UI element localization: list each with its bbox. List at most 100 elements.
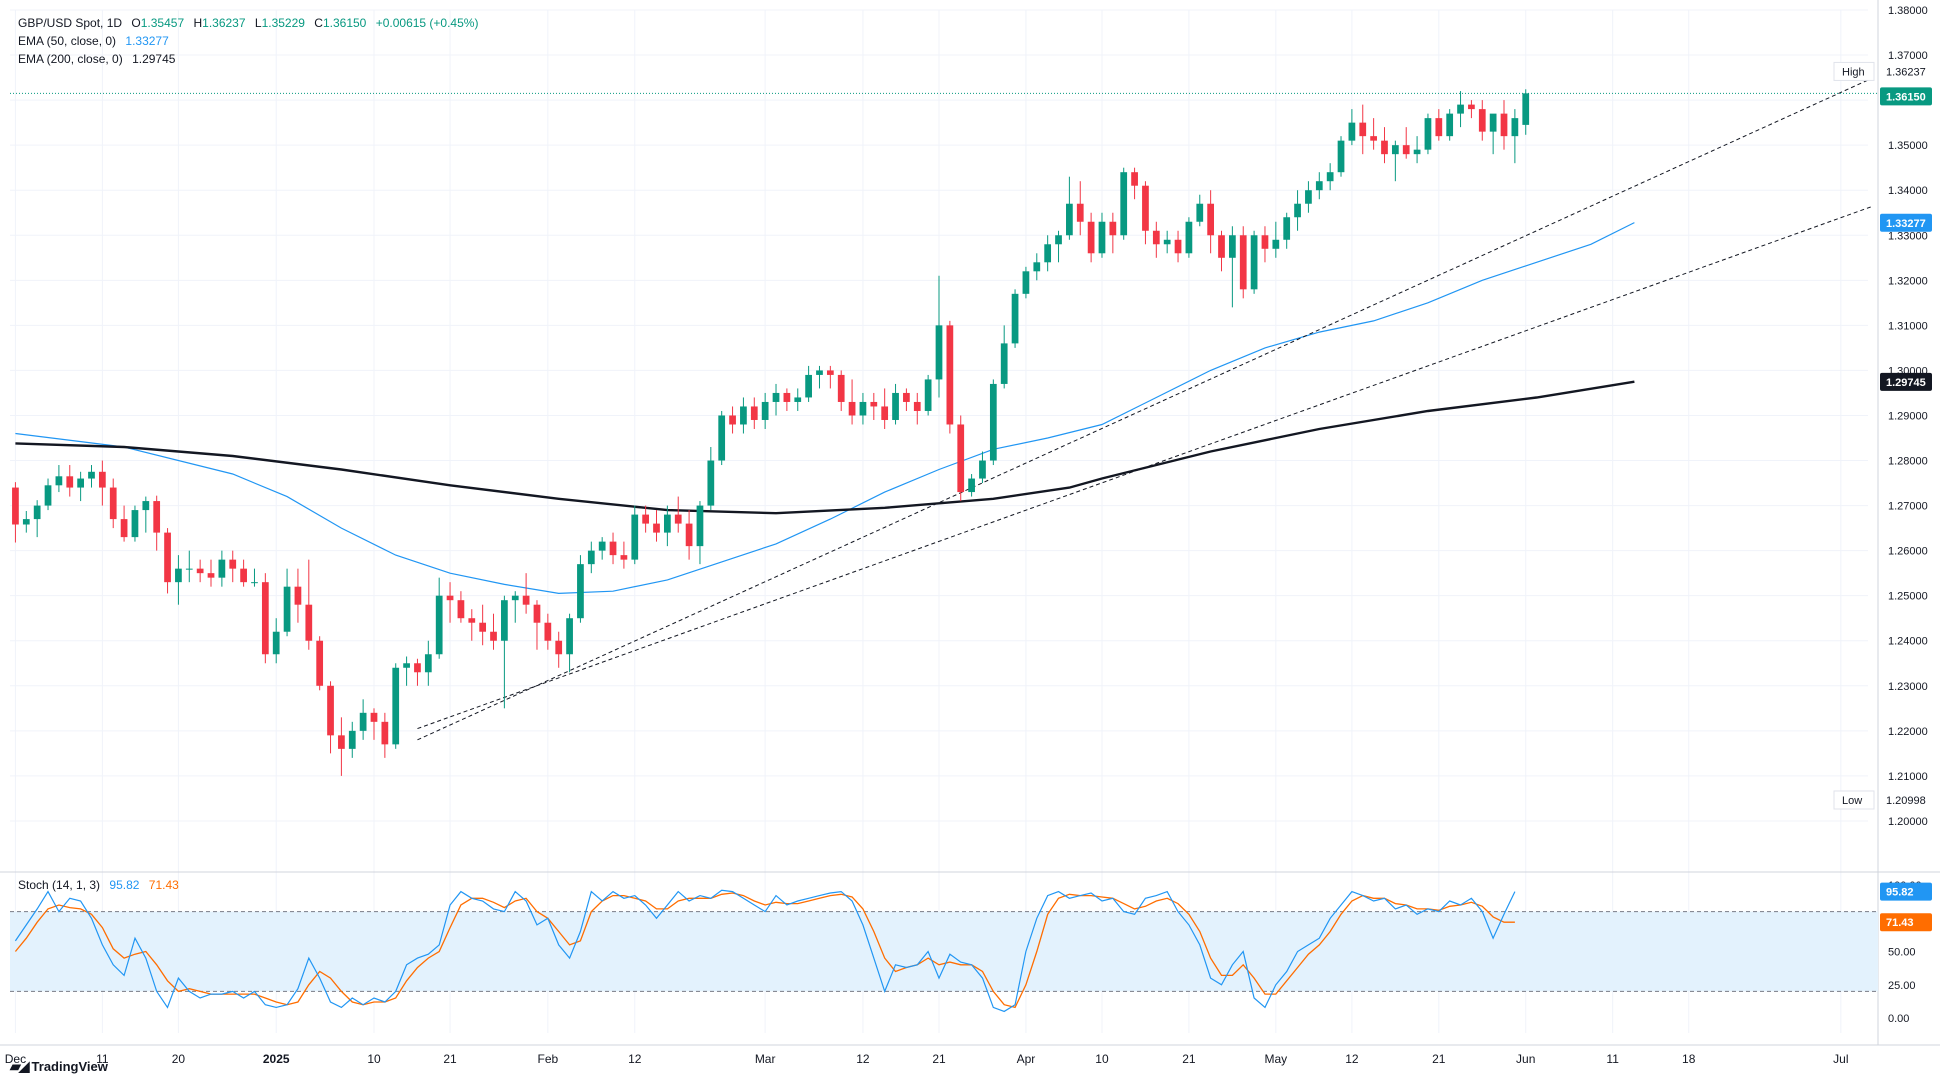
candle [164,528,171,594]
x-tick-label: 21 [443,1052,457,1066]
candle-body [1511,118,1519,137]
candle-body [185,568,193,570]
candle [468,609,476,641]
stoch-k-value: 95.82 [109,878,140,892]
candle [620,541,628,569]
candle-body [1261,235,1269,249]
candle-body [1239,235,1247,290]
candle-body [131,510,139,538]
candle [98,460,106,506]
candle-body [98,471,106,488]
candle-body [283,586,291,632]
last-price-tag-bg [1880,87,1932,106]
candle-body [1478,109,1486,132]
candle [1163,230,1171,254]
candle-body [1152,230,1160,245]
candle [1522,89,1530,135]
candle-body [511,595,519,601]
x-tick-label: Apr [1017,1052,1036,1066]
candle [544,613,552,650]
candle-body [381,721,389,745]
candle [1381,127,1388,164]
candle-body [968,478,975,493]
candle-body [1131,172,1138,186]
candle [761,392,769,429]
candle-body [1098,221,1106,254]
candle [109,478,117,529]
ema50-price-tag: 1.33277 [1886,218,1926,230]
candle-body [1011,293,1019,344]
x-tick-label: 12 [856,1052,870,1066]
candle [696,501,704,565]
open-label: O [131,16,141,30]
candle-body [1250,235,1258,290]
ema200-price-tag-bg [1880,372,1932,391]
candle-body [77,478,84,488]
candle-body [913,401,921,411]
candle-body [729,415,736,425]
candle-body [316,640,324,686]
candle [1087,212,1095,263]
ema200-value: 1.29745 [132,52,176,66]
ema50-legend[interactable]: EMA (50, close, 0) 1.33277 [18,34,175,48]
y-tick-label: 1.37000 [1888,50,1928,62]
y-tick-label: 1.25000 [1888,591,1928,603]
symbol-title[interactable]: GBP/USD Spot, 1D [18,16,123,30]
candle-body [22,519,30,525]
candle [968,474,975,497]
y-tick-label: 1.29000 [1888,410,1928,422]
candle [1142,181,1149,245]
candle-body [218,559,226,578]
candle-body [1196,203,1204,222]
candle [1120,167,1128,240]
stoch-d-line [14,892,1515,1009]
candle-body [881,406,889,420]
candle-body [1424,118,1432,150]
candle [1076,181,1084,236]
candle [403,656,410,686]
candle-body [392,667,400,745]
stoch-legend[interactable]: Stoch (14, 1, 3) 95.82 71.43 [18,878,185,892]
candle [1435,109,1443,141]
candle [1098,212,1106,258]
candle [120,505,128,542]
candle-body [66,476,74,488]
candle-body [1120,172,1128,236]
candle-body [837,374,845,402]
candle-body [88,471,95,479]
candle [1326,163,1334,191]
candle-body [327,685,334,736]
y-tick-label: 1.22000 [1888,726,1928,738]
candle-body [272,631,280,655]
candle-body [848,401,856,416]
candle-body [761,401,769,420]
candle [729,406,736,434]
candle-body [946,325,954,425]
candle [924,374,932,416]
candle [511,591,519,623]
candle [1294,190,1301,231]
candle [642,505,649,533]
candle-body [261,582,269,655]
candle-body [1044,244,1052,263]
candle-body [870,401,878,407]
candle-body [859,401,867,416]
candle [294,568,302,623]
tradingview-logo[interactable]: ▰◢ TradingView [10,1058,108,1075]
candle [577,555,584,623]
candle [1109,212,1117,254]
candle-body [957,424,965,493]
low-value: 1.20998 [1886,795,1926,807]
candle [946,320,954,434]
candle-body [403,663,410,668]
candle [533,600,541,650]
x-tick-label: 12 [628,1052,642,1066]
high-value: 1.36237 [202,16,246,30]
candle [316,636,324,691]
ema200-legend[interactable]: EMA (200, close, 0) 1.29745 [18,52,181,66]
candle-body [740,406,747,425]
candle [1391,140,1399,182]
candle-body [457,600,465,619]
open-value: 1.35457 [140,16,185,30]
